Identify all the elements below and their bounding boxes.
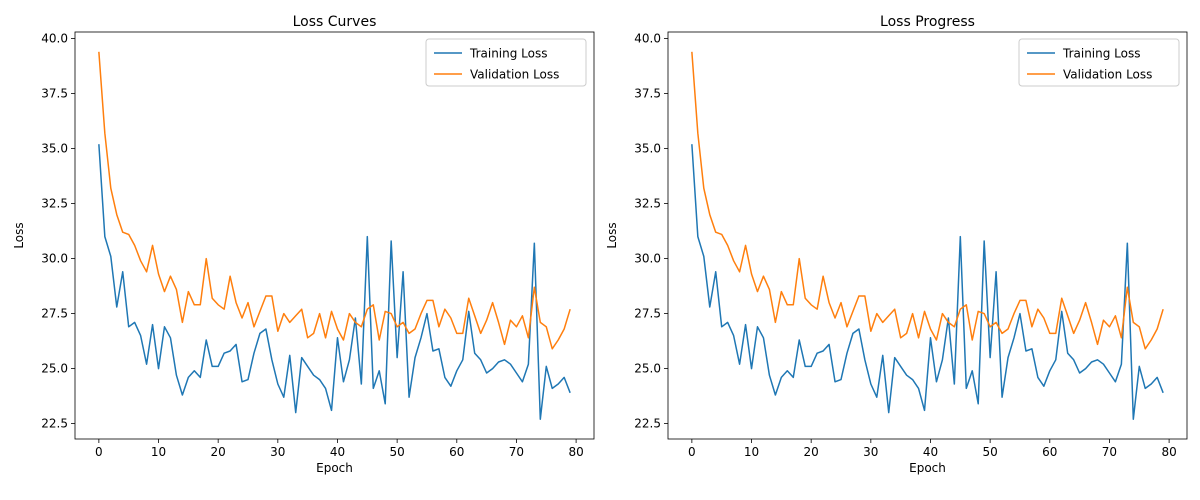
series-line-validation-loss — [98, 51, 571, 350]
legend-label: Training Loss — [469, 47, 547, 61]
y-tick-label: 25.0 — [634, 362, 661, 376]
legend-label: Validation Loss — [470, 68, 559, 82]
x-tick-label: 80 — [1161, 445, 1176, 459]
x-tick-label: 10 — [744, 445, 759, 459]
x-tick-label: 60 — [1042, 445, 1057, 459]
chart-title: Loss Progress — [880, 14, 975, 30]
legend-box — [1018, 38, 1180, 87]
series-line-training-loss — [98, 144, 571, 420]
y-tick-label: 30.0 — [41, 252, 68, 266]
legend: Training Loss Validation Loss — [1018, 38, 1180, 87]
x-tick-label: 30 — [863, 445, 878, 459]
y-tick-label: 40.0 — [41, 32, 68, 46]
x-axis-label: Epoch — [316, 461, 353, 475]
x-tick-label: 40 — [923, 445, 938, 459]
legend-box — [425, 38, 587, 87]
series-line-training-loss — [691, 144, 1164, 420]
y-tick-label: 27.5 — [634, 307, 661, 321]
x-tick-label: 0 — [95, 445, 103, 459]
y-tick-label: 40.0 — [634, 32, 661, 46]
series-line-validation-loss — [691, 51, 1164, 350]
x-tick-label: 60 — [449, 445, 464, 459]
x-tick-label: 20 — [211, 445, 226, 459]
y-tick-label: 22.5 — [41, 417, 68, 431]
y-axis-label: Loss — [605, 222, 619, 248]
y-tick-label: 32.5 — [634, 197, 661, 211]
y-tick-label: 22.5 — [634, 417, 661, 431]
x-tick-label: 40 — [330, 445, 345, 459]
y-tick-label: 32.5 — [41, 197, 68, 211]
x-tick-label: 20 — [804, 445, 819, 459]
y-tick-label: 27.5 — [41, 307, 68, 321]
x-tick-label: 30 — [270, 445, 285, 459]
x-axis-label: Epoch — [909, 461, 946, 475]
legend-label: Validation Loss — [1063, 68, 1152, 82]
plot-frame — [74, 31, 595, 440]
x-tick-label: 70 — [1102, 445, 1117, 459]
chart-panel-1: Loss Curves 0 10 20 30 40 50 60 70 80 22.5 25.0 27.5… — [12, 14, 595, 475]
legend: Training Loss Validation Loss — [425, 38, 587, 87]
y-tick-label: 25.0 — [41, 362, 68, 376]
y-tick-label: 35.0 — [634, 142, 661, 156]
y-axis-label: Loss — [12, 222, 26, 248]
chart-title: Loss Curves — [293, 14, 377, 30]
y-tick-label: 30.0 — [634, 252, 661, 266]
x-tick-label: 50 — [389, 445, 404, 459]
plot-frame — [667, 31, 1188, 440]
x-tick-label: 10 — [151, 445, 166, 459]
y-tick-label: 35.0 — [41, 142, 68, 156]
x-tick-label: 80 — [568, 445, 583, 459]
y-tick-label: 37.5 — [634, 87, 661, 101]
chart-panel-2: Loss Progress 0 10 20 30 40 50 60 70 80 22.5 25.0 27… — [605, 14, 1188, 475]
x-tick-label: 50 — [982, 445, 997, 459]
x-tick-label: 70 — [509, 445, 524, 459]
x-tick-label: 0 — [688, 445, 696, 459]
legend-label: Training Loss — [1062, 47, 1140, 61]
y-tick-label: 37.5 — [41, 87, 68, 101]
